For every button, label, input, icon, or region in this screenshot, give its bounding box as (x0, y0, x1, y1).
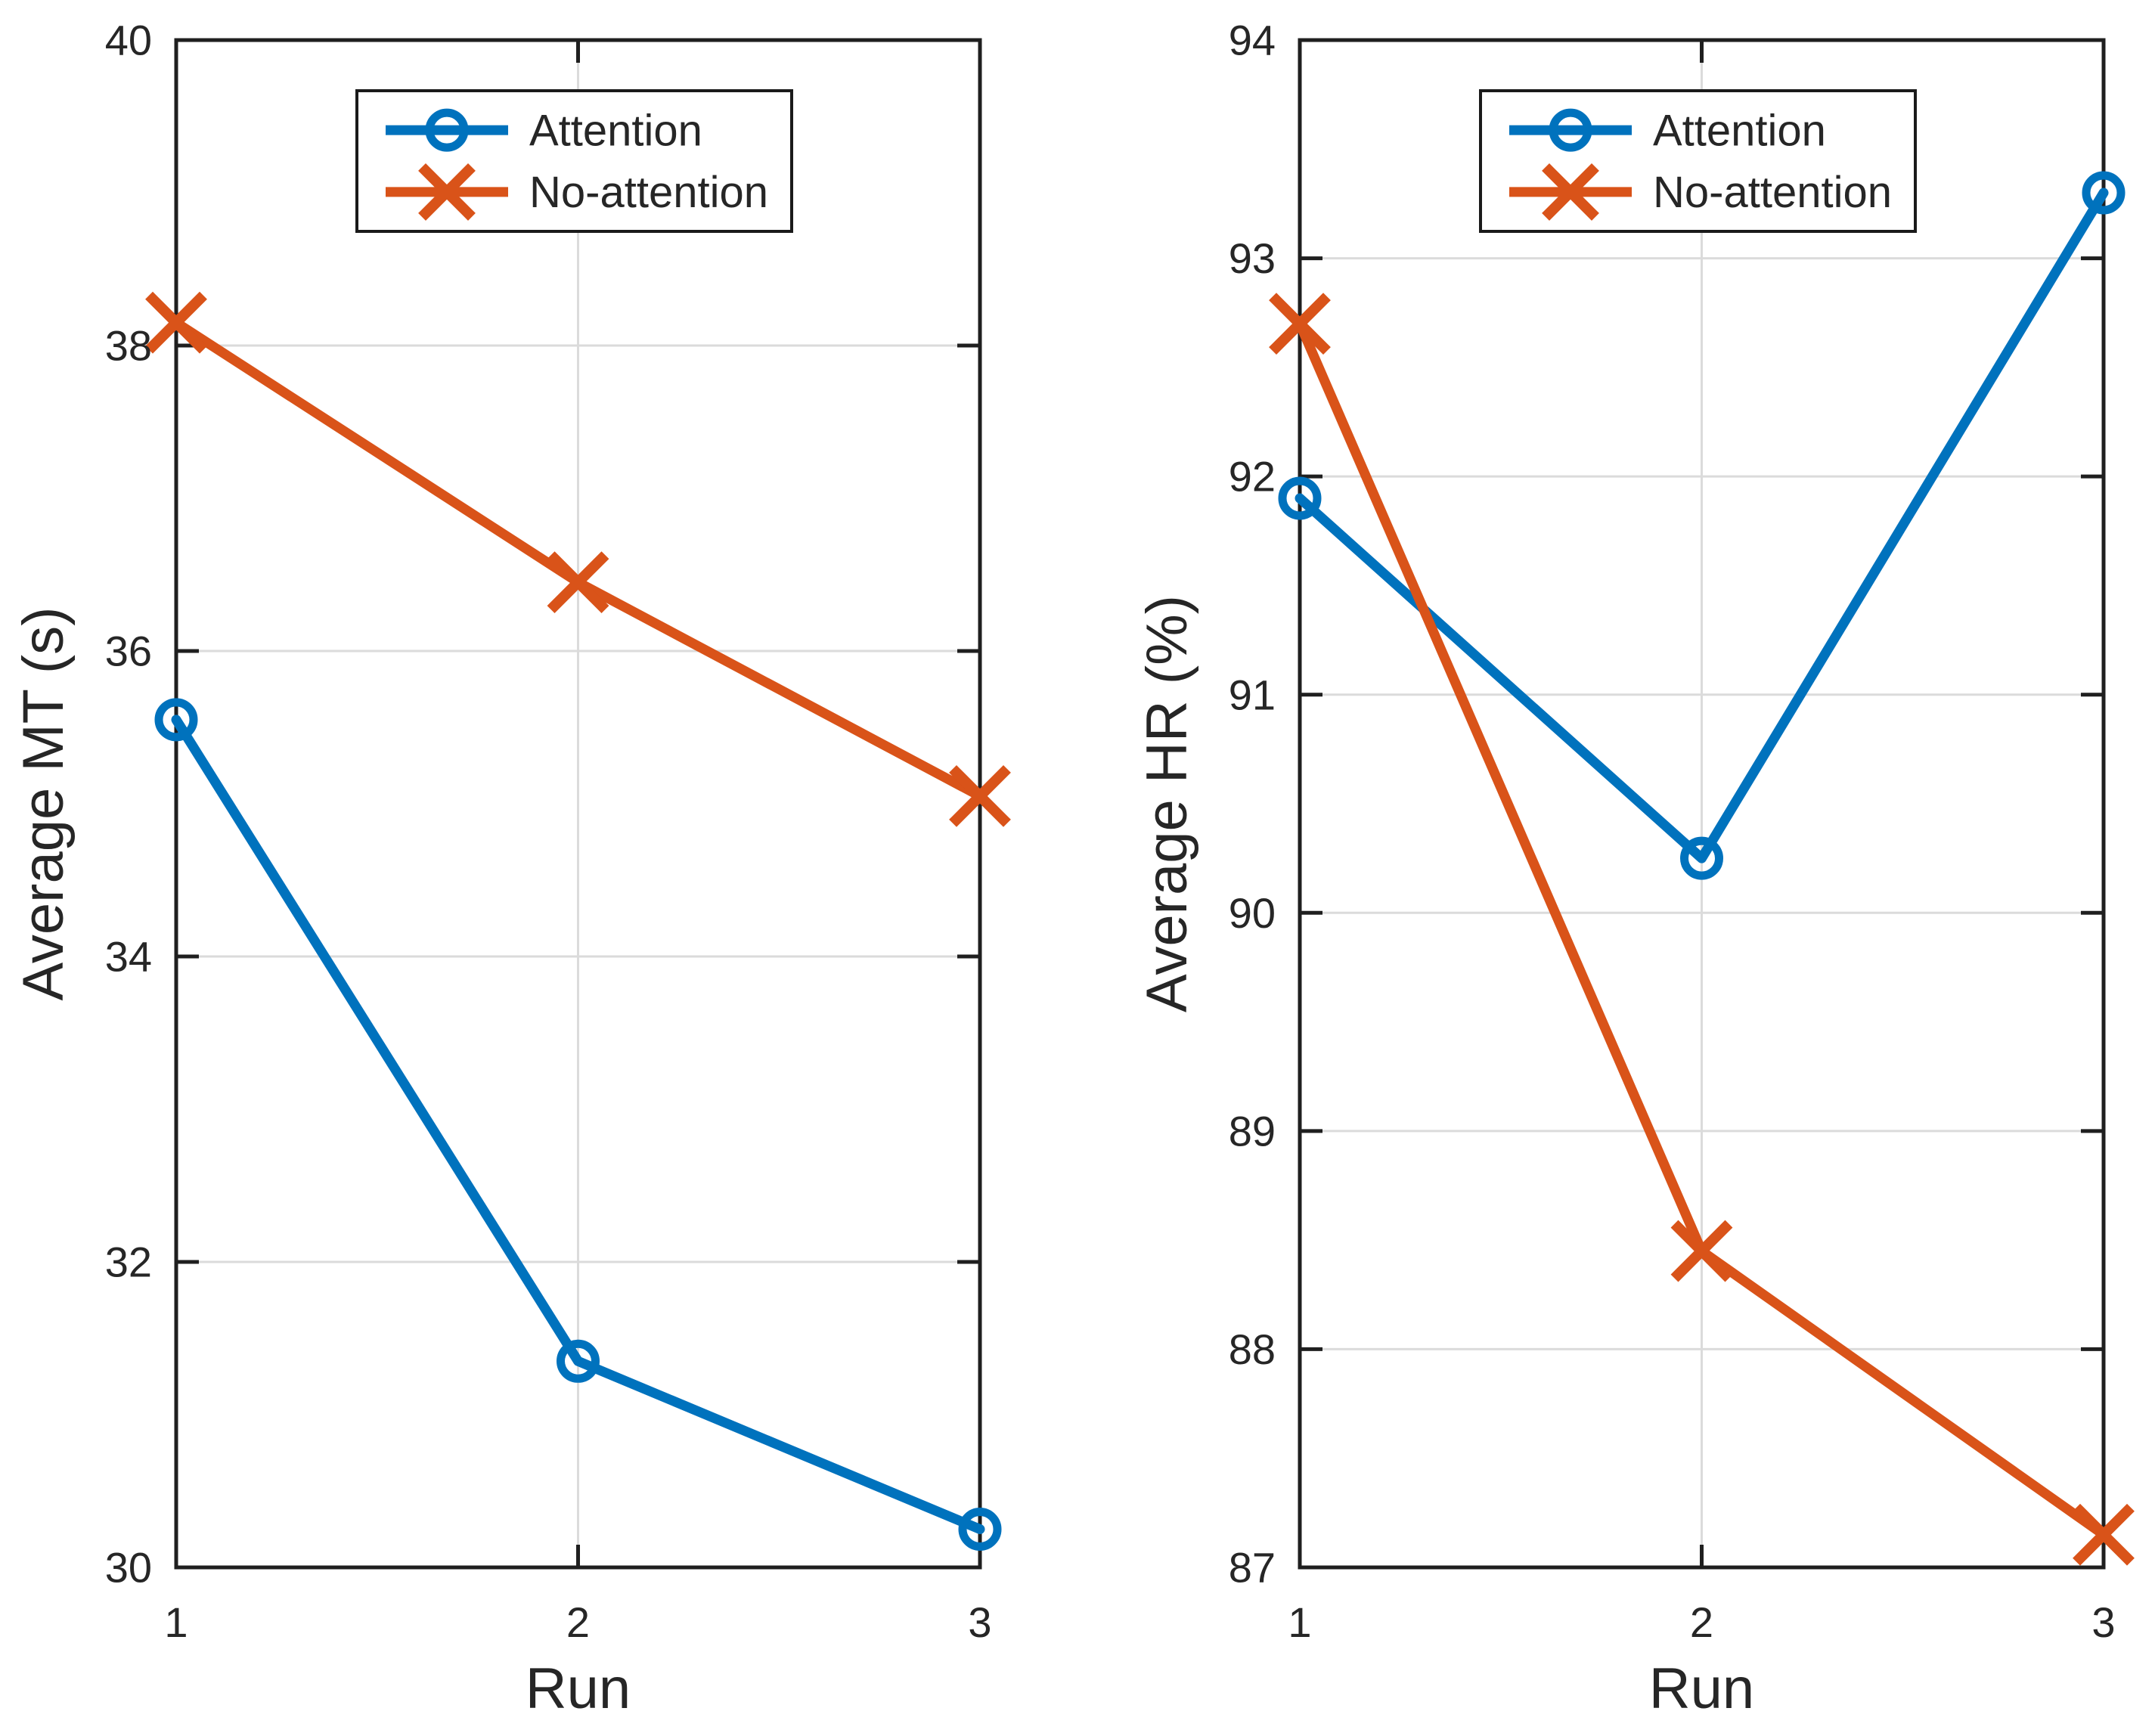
x-tick-label: 2 (566, 1598, 590, 1646)
data-point-circle-icon (557, 1339, 600, 1383)
data-point-x-icon (1670, 1220, 1733, 1282)
grid (1298, 39, 2105, 1569)
data-point-x-icon (949, 765, 1011, 827)
x-tick-label: 3 (2091, 1598, 2115, 1646)
grid (175, 39, 981, 1569)
x-tick-label: 1 (164, 1598, 188, 1646)
data-point-x-icon (1269, 293, 1331, 355)
data-point-x-icon (145, 291, 207, 354)
y-tick-label: 34 (105, 933, 152, 981)
y-axis-label: Average MT (s) (11, 607, 76, 1001)
y-tick-label: 94 (1229, 17, 1276, 64)
legend-label: Attention (1653, 106, 1826, 155)
data-point-circle-icon (1278, 476, 1322, 520)
x-tick-label: 1 (1288, 1598, 1311, 1646)
y-tick-label: 32 (105, 1238, 152, 1286)
y-tick-label: 87 (1229, 1544, 1276, 1592)
data-point-circle-icon (1549, 108, 1592, 152)
data-point-x-icon (418, 163, 476, 221)
y-tick-label: 30 (105, 1544, 152, 1592)
data-point-x-icon (547, 551, 609, 613)
y-tick-label: 36 (105, 628, 152, 675)
y-tick-label: 88 (1229, 1325, 1276, 1373)
y-tick-label: 38 (105, 322, 152, 370)
y-tick-label: 90 (1229, 889, 1276, 937)
x-tick-label: 2 (1690, 1598, 1713, 1646)
subplot-average-mt-s-: 30 32 34 36 38 40 1 2 3 Run Average MT (s) Attentio… (11, 17, 1011, 1721)
x-tick-label: 3 (968, 1598, 991, 1646)
tick-marks (174, 38, 982, 1570)
subplot-average-hr-: 87 88 89 90 91 92 93 94 1 2 3 Run Average HR (%) Atte… (1135, 17, 2135, 1721)
y-axis-label: Average HR (%) (1135, 595, 1199, 1012)
legend-label: No-attention (1653, 168, 1892, 217)
y-tick-label: 91 (1229, 671, 1276, 718)
data-point-circle-icon (958, 1508, 1002, 1551)
legend-label: No-attention (529, 168, 768, 217)
data-point-x-icon (2073, 1503, 2135, 1566)
x-axis-label: Run (526, 1657, 631, 1721)
data-point-circle-icon (2082, 171, 2126, 215)
data-point-circle-icon (425, 108, 469, 152)
data-point-x-icon (1542, 163, 1599, 221)
legend-label: Attention (529, 106, 702, 155)
y-tick-label: 40 (105, 17, 152, 64)
series-line-attention (171, 715, 985, 1534)
data-point-circle-icon (1680, 836, 1723, 880)
y-tick-label: 92 (1229, 453, 1276, 501)
legend: Attention No-attention (355, 89, 793, 233)
x-axis-label: Run (1649, 1657, 1754, 1721)
series-line-attention (1295, 188, 2109, 863)
y-tick-label: 93 (1229, 234, 1276, 282)
legend: Attention No-attention (1479, 89, 1917, 233)
tick-marks (1298, 38, 2106, 1570)
data-point-circle-icon (154, 698, 198, 742)
y-tick-label: 89 (1229, 1107, 1276, 1155)
